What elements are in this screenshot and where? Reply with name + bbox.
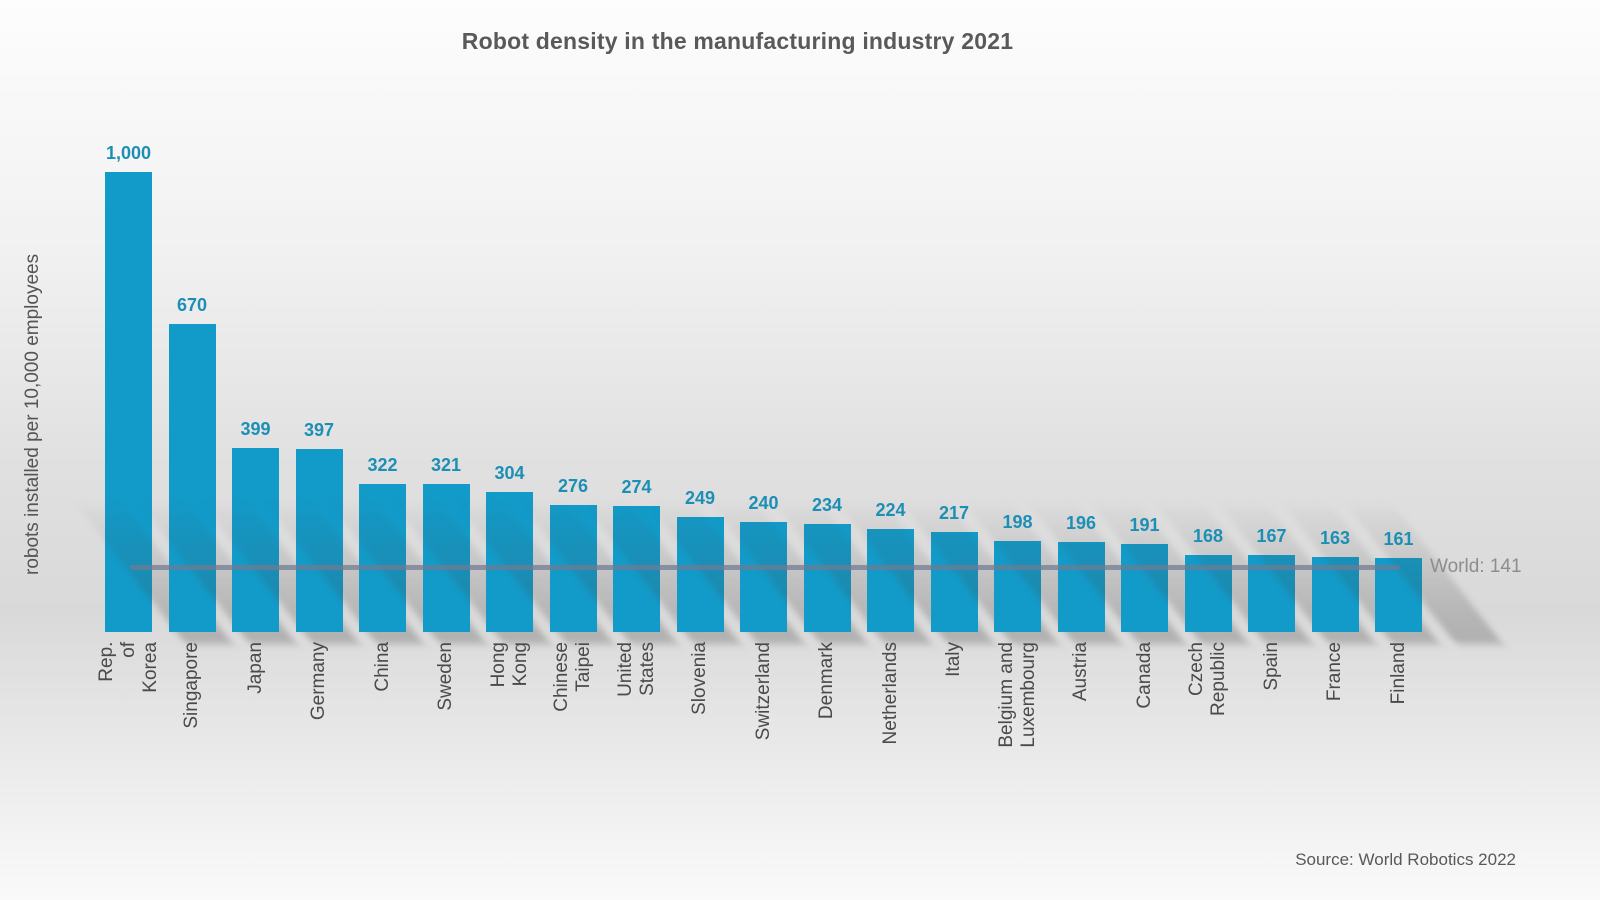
bar-value-label: 240 bbox=[748, 493, 779, 513]
bar bbox=[711, 504, 868, 644]
bar-value-label: 304 bbox=[494, 463, 525, 483]
bar-value-label: 163 bbox=[1319, 528, 1351, 548]
bar bbox=[901, 504, 1059, 644]
bar bbox=[457, 492, 614, 644]
bar-value-label: 196 bbox=[1065, 513, 1097, 533]
bars-container: 1,000 Rep. of Korea 670 Singapore 399 Ja… bbox=[76, 0, 1503, 748]
x-tick-label: Spain bbox=[1260, 642, 1282, 691]
x-tick-label: Canada bbox=[1133, 642, 1155, 709]
bar-group: 274 United States bbox=[584, 0, 741, 697]
bar-value-label: 276 bbox=[557, 476, 589, 496]
bar bbox=[647, 504, 805, 644]
bar-value-label: 274 bbox=[621, 477, 652, 497]
x-tick-label: Rep. of Korea bbox=[95, 642, 161, 693]
bar-value-label: 217 bbox=[938, 503, 970, 523]
x-tick-label: Netherlands bbox=[879, 642, 901, 745]
plot-area: 1,000 Rep. of Korea 670 Singapore 399 Ja… bbox=[76, 0, 1600, 900]
bar-value-label: 198 bbox=[1002, 512, 1033, 532]
x-tick-label: Austria bbox=[1070, 642, 1092, 702]
y-axis-label: robots installed per 10,000 employees bbox=[22, 253, 43, 575]
bar-value-label: 234 bbox=[811, 495, 843, 515]
x-tick-label: Finland bbox=[1387, 642, 1409, 705]
bar-value-label: 322 bbox=[367, 455, 398, 475]
bar-value-label: 670 bbox=[176, 295, 208, 315]
bar-value-label: 249 bbox=[684, 488, 716, 508]
bar-group: 321 Sweden bbox=[393, 0, 551, 711]
bar bbox=[203, 448, 360, 644]
bar bbox=[139, 324, 297, 644]
bar bbox=[1028, 504, 1186, 644]
x-tick-label: Belgium and Luxembourg bbox=[995, 642, 1039, 748]
x-tick-label: Germany bbox=[308, 642, 330, 721]
bar-value-label: 399 bbox=[240, 419, 271, 439]
bar-value-label: 161 bbox=[1383, 529, 1414, 549]
bar-group: 217 Italy bbox=[901, 0, 1059, 677]
bar-value-label: 397 bbox=[303, 420, 335, 440]
x-tick-label: Chinese Taipei bbox=[551, 642, 594, 712]
bar-group: 276 Chinese Taipei bbox=[520, 0, 678, 712]
x-tick-label: Sweden bbox=[435, 642, 457, 711]
bar bbox=[76, 172, 233, 644]
bar bbox=[838, 504, 995, 644]
bar bbox=[1092, 504, 1249, 644]
bar-group: 167 Spain bbox=[1219, 0, 1376, 691]
world-average-line bbox=[130, 565, 1400, 570]
bar bbox=[774, 504, 932, 644]
x-tick-label: Denmark bbox=[816, 642, 838, 720]
bar-group: 304 Hong Kong bbox=[457, 0, 614, 687]
x-tick-label: Hong Kong bbox=[487, 642, 531, 688]
bar-group: 670 Singapore bbox=[139, 0, 297, 729]
bar-group: 224 Netherlands bbox=[838, 0, 995, 744]
bar-value-label: 191 bbox=[1129, 515, 1160, 535]
x-tick-label: China bbox=[371, 642, 393, 692]
bar-group: 198 Belgium and Luxembourg bbox=[965, 0, 1122, 748]
bar-group: 397 Germany bbox=[266, 0, 424, 720]
bar-group: 161 Finland bbox=[1346, 0, 1503, 704]
bar-value-label: 1,000 bbox=[105, 143, 152, 163]
bar-value-label: 167 bbox=[1256, 526, 1287, 546]
bar bbox=[393, 484, 551, 644]
x-tick-label: Italy bbox=[943, 642, 965, 677]
bar bbox=[266, 449, 424, 644]
bar-group: 196 Austria bbox=[1028, 0, 1186, 701]
bar-value-label: 168 bbox=[1192, 526, 1224, 546]
bar-group: 163 France bbox=[1282, 0, 1440, 701]
bar-group: 168 Czech Republic bbox=[1155, 0, 1313, 716]
bar-group: 191 Canada bbox=[1092, 0, 1249, 709]
bar-group: 322 China bbox=[330, 0, 487, 692]
bar bbox=[1346, 504, 1503, 644]
bar-group: 249 Slovenia bbox=[647, 0, 805, 715]
bar bbox=[330, 484, 487, 644]
source-note: Source: World Robotics 2022 bbox=[1295, 850, 1516, 869]
world-average-label: World: 141 bbox=[1430, 556, 1522, 577]
x-tick-label: Switzerland bbox=[752, 642, 774, 741]
bar-group: 399 Japan bbox=[203, 0, 360, 694]
bar-group: 234 Denmark bbox=[774, 0, 932, 719]
x-tick-label: United States bbox=[614, 642, 658, 697]
x-tick-label: Czech Republic bbox=[1186, 642, 1229, 716]
bar-value-label: 321 bbox=[430, 455, 462, 475]
bar bbox=[965, 504, 1122, 644]
x-tick-label: Singapore bbox=[181, 642, 203, 729]
bar-group: 240 Switzerland bbox=[711, 0, 868, 740]
x-tick-label: France bbox=[1324, 642, 1346, 702]
bar-value-label: 224 bbox=[875, 500, 906, 520]
bar-group: 1,000 Rep. of Korea bbox=[76, 0, 233, 693]
x-tick-label: Japan bbox=[244, 642, 266, 694]
chart-title: Robot density in the manufacturing indus… bbox=[461, 28, 1014, 54]
x-tick-label: Slovenia bbox=[689, 642, 711, 715]
